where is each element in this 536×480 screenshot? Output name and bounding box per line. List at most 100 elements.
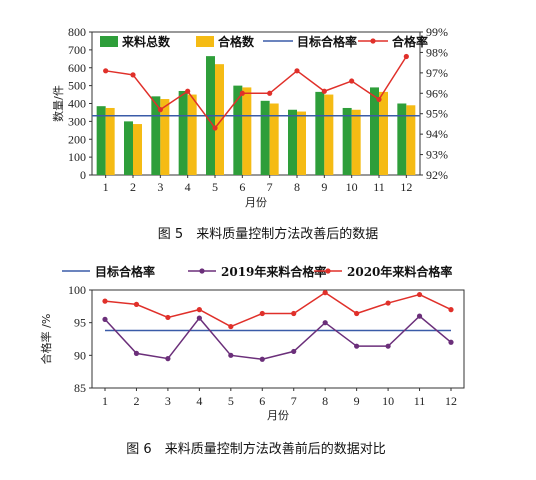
bar-合格数 <box>269 103 279 175</box>
legend-label: 合格率 <box>392 34 428 49</box>
y-tick-label: 100 <box>68 283 86 297</box>
x-tick-label: 7 <box>291 394 297 408</box>
series-point <box>228 323 234 330</box>
bar-来料总数 <box>370 87 379 175</box>
y2-tick-label: 98% <box>426 45 448 59</box>
bar-合格数 <box>105 107 115 175</box>
y2-tick-label: 93% <box>426 148 448 162</box>
series-point <box>416 291 423 298</box>
chart-1-legend: 来料总数 合格数 目标合格率 合格率 <box>100 34 428 49</box>
series-point <box>322 290 328 296</box>
x-tick-label: 1 <box>102 394 108 408</box>
x-tick-label: 11 <box>373 180 385 194</box>
x-tick-label: 6 <box>259 394 265 408</box>
bar-来料总数 <box>397 103 407 175</box>
y-tick-label: 85 <box>74 381 86 395</box>
legend-swatch <box>196 36 214 47</box>
bar-来料总数 <box>124 121 133 175</box>
legend-label: 合格数 <box>218 34 255 49</box>
x-tick-label: 9 <box>321 180 327 194</box>
chart-1: 0 100 200 300 400 500 600 700 800 92% 93% 94% 95% 96%… <box>52 25 448 209</box>
y-tick-label: 95 <box>74 316 86 330</box>
bar-来料总数 <box>315 91 325 175</box>
rate-point <box>130 72 136 78</box>
series-point <box>165 356 171 362</box>
bar-合格数 <box>351 109 361 175</box>
series-point <box>259 310 265 317</box>
y2-tick-label: 99% <box>426 25 448 39</box>
bar-合格数 <box>215 64 224 175</box>
x-tick-label: 10 <box>382 394 394 408</box>
series-line <box>104 291 452 328</box>
rate-point <box>376 96 382 103</box>
x-tick-label: 4 <box>185 180 191 194</box>
bar-来料总数 <box>151 96 161 175</box>
bar-合格数 <box>187 94 197 175</box>
rate-point <box>294 68 300 74</box>
x-tick-label: 1 <box>103 180 109 194</box>
y2-tick-label: 94% <box>426 127 448 141</box>
bar-合格数 <box>379 91 388 175</box>
bar-来料总数 <box>178 90 188 175</box>
legend-label: 2019年来料合格率 <box>221 264 326 279</box>
x-tick-label: 8 <box>322 394 328 408</box>
series-point <box>196 315 202 321</box>
bar-来料总数 <box>260 100 270 175</box>
chart-2-legend: 目标合格率 2019年来料合格率 2020年来料合格率 <box>62 264 452 279</box>
x-tick-label: 12 <box>445 394 457 408</box>
y-tick-label: 100 <box>68 150 86 164</box>
x-tick-label: 9 <box>354 394 360 408</box>
legend-label: 目标合格率 <box>297 34 357 49</box>
rate-point <box>239 90 245 96</box>
x-tick-label: 2 <box>130 180 136 194</box>
rate-line <box>105 56 407 130</box>
series-point <box>133 301 140 307</box>
legend-marker <box>199 268 205 274</box>
x-axis-label: 月份 <box>267 409 289 422</box>
series-point <box>291 348 297 355</box>
series-point <box>448 307 454 313</box>
x-tick-label: 4 <box>196 394 202 408</box>
x-tick-label: 3 <box>165 394 171 408</box>
legend-label: 目标合格率 <box>95 264 155 279</box>
rate-point <box>267 90 273 96</box>
y-tick-label: 0 <box>80 168 86 182</box>
rate-point <box>212 125 218 131</box>
plot-frame <box>91 289 465 389</box>
series-point <box>416 313 423 319</box>
bar-来料总数 <box>288 109 297 175</box>
x-tick-label: 10 <box>346 180 358 194</box>
y2-tick-label: 92% <box>426 168 448 182</box>
rate-point <box>349 78 355 84</box>
series-point <box>291 310 297 317</box>
y-tick-label: 500 <box>68 79 86 93</box>
plot-frame <box>91 31 421 176</box>
y2-tick-label: 95% <box>426 107 448 121</box>
series-point <box>322 320 328 326</box>
y-axis-label: 合格率 /% <box>39 314 53 365</box>
rate-point <box>403 53 409 60</box>
y-tick-label: 200 <box>68 132 86 146</box>
series-point <box>385 343 391 349</box>
bar-来料总数 <box>233 85 243 175</box>
series-point <box>196 307 202 313</box>
bar-来料总数 <box>342 107 352 175</box>
x-tick-label: 8 <box>294 180 300 194</box>
series-point <box>228 352 234 358</box>
x-tick-label: 3 <box>157 180 163 194</box>
bar-合格数 <box>160 99 170 175</box>
bar-合格数 <box>133 124 142 175</box>
legend-marker <box>325 268 331 274</box>
x-tick-label: 7 <box>267 180 273 194</box>
rate-point <box>321 88 327 94</box>
rate-point <box>103 68 109 74</box>
series-line <box>104 315 452 361</box>
chart-1-caption: 图 5 来料质量控制方法改善后的数据 <box>158 226 378 242</box>
y-tick-label: 600 <box>68 61 86 75</box>
series-point <box>354 310 360 317</box>
series-point <box>102 316 108 322</box>
legend-label: 2020年来料合格率 <box>347 264 452 279</box>
